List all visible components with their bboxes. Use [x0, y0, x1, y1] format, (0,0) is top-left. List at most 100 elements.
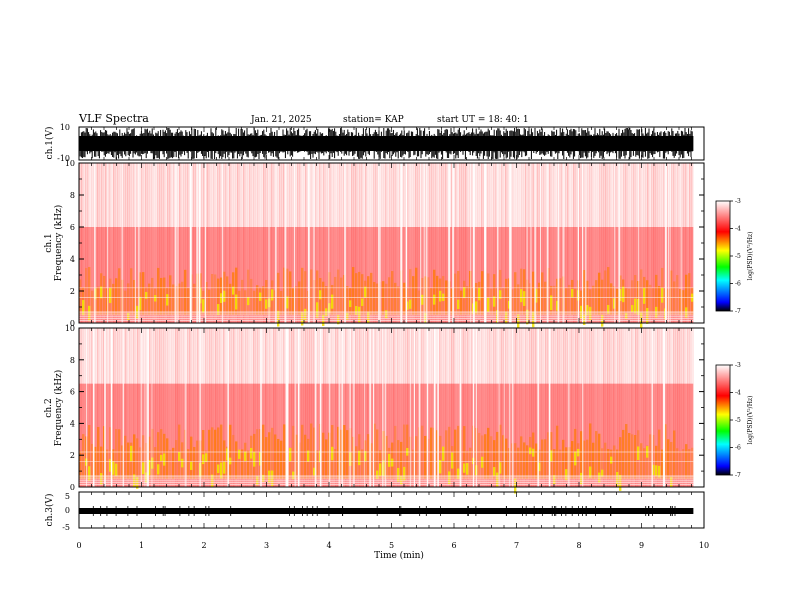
spectrogram-activity-column: [517, 447, 520, 480]
spectrogram-activity-column: [214, 274, 217, 315]
spectrogram-column: [433, 163, 435, 323]
spectrogram-column: [143, 163, 145, 323]
spectrogram-yellow-patch: [553, 475, 556, 485]
spectrogram-column: [155, 328, 157, 487]
spectrogram-yellow-patch: [166, 294, 169, 306]
spectrogram-gap: [475, 328, 477, 487]
spectrogram-yellow-patch: [520, 289, 523, 303]
spectrogram-column: [429, 163, 431, 323]
spectrogram-column: [191, 328, 193, 487]
spectrogram-yellow-patch: [145, 472, 148, 483]
spectrogram-column: [653, 328, 655, 487]
spectrogram-column: [635, 328, 637, 487]
spectrogram-column: [581, 163, 583, 323]
spectrogram-column: [465, 163, 467, 323]
spectrogram-activity-column: [280, 290, 283, 315]
spectrogram-activity-column: [553, 285, 556, 315]
spectrogram-column: [237, 163, 239, 323]
spectrogram-column: [139, 163, 141, 323]
frequency-tick-label: 0: [70, 319, 75, 328]
spectrogram-column: [437, 163, 439, 323]
spectrogram-column: [153, 163, 155, 323]
spectrogram-gap: [437, 328, 440, 487]
spectrogram-column: [429, 328, 431, 487]
spectrogram-column: [353, 163, 355, 323]
spectrogram-activity-column: [607, 267, 610, 315]
time-tick-label: 2: [201, 541, 206, 550]
spectrogram-gap: [328, 163, 330, 323]
spectrogram-yellow-patch: [625, 313, 628, 320]
spectrogram-column: [255, 328, 257, 487]
spectrogram-activity-column: [145, 287, 148, 315]
spectrogram-activity-column: [430, 287, 433, 315]
spectrogram-column: [87, 328, 89, 487]
spectrogram-activity-column: [235, 441, 238, 480]
spectrogram-column: [515, 163, 517, 323]
spectrogram-column: [109, 163, 111, 323]
spectrogram-yellow-patch: [88, 466, 91, 481]
spectrogram-column: [231, 328, 233, 487]
spectrogram-activity-column: [481, 271, 484, 315]
spectrogram-activity-column: [277, 272, 280, 315]
spectrogram-gap: [378, 163, 381, 323]
spectrogram-column: [231, 163, 233, 323]
spectrogram-gap: [509, 163, 512, 323]
spectrogram-yellow-patch: [88, 305, 91, 322]
spectrogram-yellow-patch: [610, 456, 613, 464]
spectrogram-gap: [651, 328, 653, 487]
spectrogram-column: [667, 328, 669, 487]
spectrogram-yellow-patch: [499, 462, 502, 474]
spectrogram-column: [139, 328, 141, 487]
spectrogram-column: [691, 163, 693, 323]
spectrogram-column: [183, 163, 185, 323]
spectrogram-column: [247, 163, 249, 323]
spectrogram-column: [425, 328, 427, 487]
spectrogram-column: [545, 163, 547, 323]
spectrogram-activity-column: [274, 434, 277, 480]
spectrogram-activity-column: [196, 440, 199, 480]
spectrogram-column: [333, 163, 335, 323]
spectrogram-activity-column: [628, 432, 631, 480]
spectrogram-column: [301, 163, 303, 323]
spectrogram-column: [165, 328, 167, 487]
ch3-waveform-ylabel: ch.3(V): [44, 494, 55, 527]
spectrogram-column: [239, 163, 241, 323]
ch1-colorbar-ticks: -3 -4 -5 -6 -7: [730, 198, 741, 315]
spectrogram-activity-column: [334, 276, 337, 315]
spectrogram-column: [365, 163, 367, 323]
spectrogram-column: [115, 328, 117, 487]
spectrogram-column: [337, 163, 339, 323]
spectrogram-yellow-patch: [655, 465, 658, 476]
spectrogram-activity-column: [295, 434, 298, 480]
spectrogram-yellow-patch: [226, 448, 229, 461]
spectrogram-activity-column: [625, 424, 628, 480]
spectrogram-activity-column: [541, 272, 544, 315]
spectrogram-column: [159, 163, 161, 323]
spectrogram-column: [655, 163, 657, 323]
spectrogram-activity-column: [682, 290, 685, 315]
spectrogram-gap: [472, 328, 474, 487]
spectrogram-activity-column: [94, 446, 97, 480]
spectrogram-column: [245, 328, 247, 487]
spectrogram-column: [435, 163, 437, 323]
spectrogram-gap: [268, 163, 270, 323]
spectrogram-activity-column: [463, 426, 466, 480]
ch2-spectrogram-panel: 0 2 4 6 8 10 ch.2 Frequency (kHz) -3 -4 -5 -6 -7 …: [44, 324, 754, 494]
spectrogram-column: [279, 328, 281, 487]
spectrogram-column: [89, 163, 91, 323]
spectrogram-column: [455, 163, 457, 323]
spectrogram-column: [343, 328, 345, 487]
spectrogram-column: [195, 328, 197, 487]
spectrogram-activity-column: [313, 427, 316, 480]
spectrogram-gap: [307, 163, 310, 323]
spectrogram-yellow-patch: [400, 475, 403, 485]
spectrogram-activity-column: [544, 281, 547, 315]
spectrogram-yellow-patch: [286, 296, 289, 309]
spectrogram-column: [537, 163, 539, 323]
spectrogram-gap: [680, 163, 683, 323]
spectrogram-yellow-patch: [100, 286, 103, 299]
spectrogram-activity-column: [607, 448, 610, 480]
time-tick-label: 5: [389, 541, 394, 550]
spectrogram-column: [585, 328, 587, 487]
spectrogram-column: [493, 328, 495, 487]
